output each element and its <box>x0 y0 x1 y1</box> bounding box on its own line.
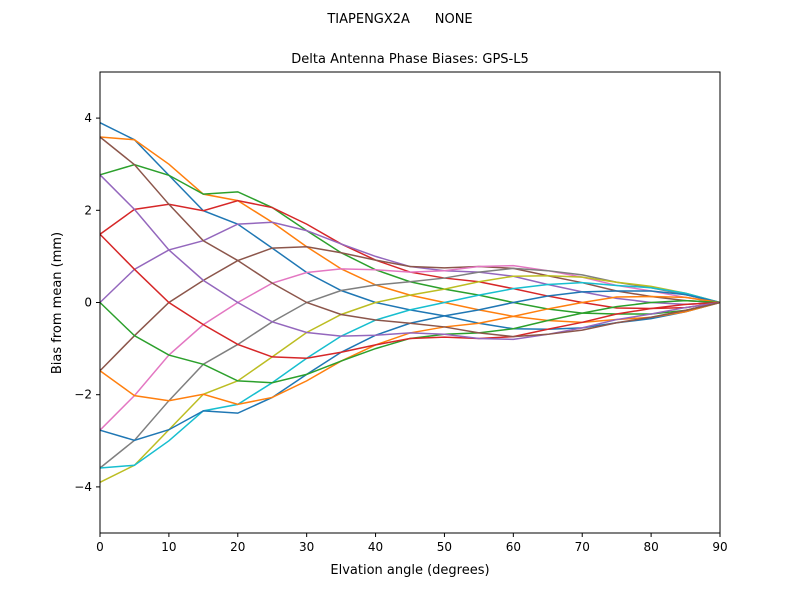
x-tick-label: 50 <box>437 540 452 554</box>
y-tick-label: 4 <box>84 111 92 125</box>
x-axis-label: Elvation angle (degrees) <box>330 563 489 578</box>
x-tick-label: 70 <box>575 540 590 554</box>
y-tick-label: 0 <box>84 296 92 310</box>
data-line <box>99 267 721 469</box>
x-tick-label: 90 <box>712 540 727 554</box>
y-axis-label: Bias from mean (mm) <box>50 232 65 374</box>
y-tick-label: −2 <box>74 388 92 402</box>
x-tick-label: 20 <box>230 540 245 554</box>
plot-area <box>99 122 721 483</box>
x-tick-label: 40 <box>368 540 383 554</box>
x-tick-label: 80 <box>643 540 658 554</box>
chart-title: Delta Antenna Phase Biases: GPS-L5 <box>291 52 529 67</box>
data-line <box>99 275 721 483</box>
y-tick-label: −4 <box>74 480 92 494</box>
data-line <box>99 136 721 338</box>
suptitle: TIAPENGX2A NONE <box>326 12 472 27</box>
y-tick-label: 2 <box>84 203 92 217</box>
x-tick-label: 10 <box>161 540 176 554</box>
data-line <box>99 122 721 330</box>
axes-frame <box>99 71 721 534</box>
x-tick-label: 0 <box>96 540 104 554</box>
data-line <box>99 233 721 360</box>
x-tick-label: 30 <box>299 540 314 554</box>
data-line <box>99 174 721 341</box>
x-tick-label: 60 <box>506 540 521 554</box>
